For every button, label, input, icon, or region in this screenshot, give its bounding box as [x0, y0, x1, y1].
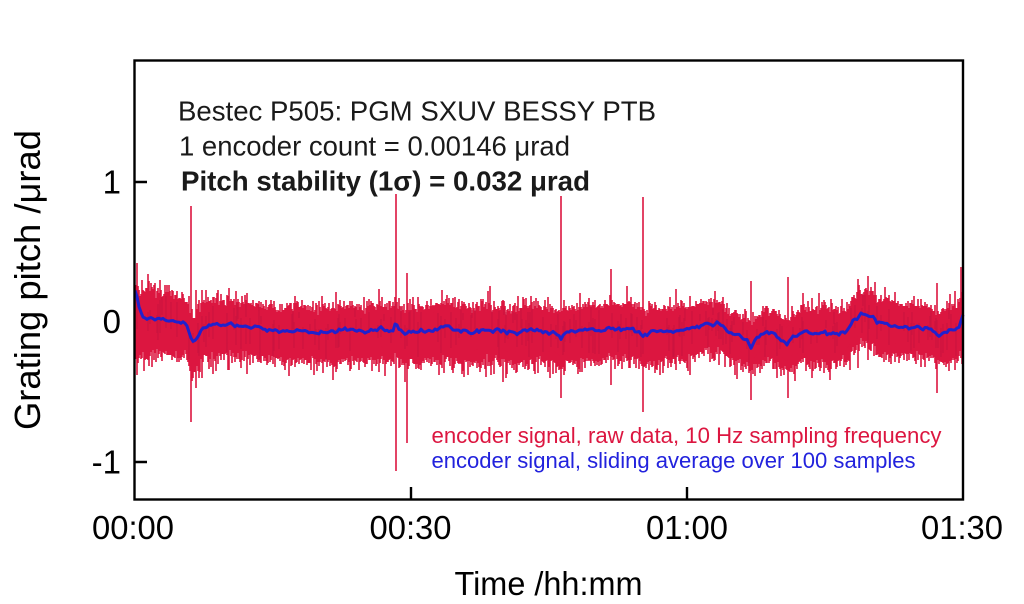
svg-text:-1: -1	[92, 444, 121, 481]
svg-text:1 encoder count = 0.00146 μrad: 1 encoder count = 0.00146 μrad	[179, 131, 570, 162]
svg-text:encoder signal, sliding averag: encoder signal, sliding average over 100…	[432, 448, 916, 473]
svg-text:01:30: 01:30	[921, 509, 1003, 546]
svg-text:Grating pitch /μrad: Grating pitch /μrad	[7, 130, 48, 430]
svg-text:00:00: 00:00	[92, 509, 174, 546]
svg-text:encoder signal, raw data, 10 H: encoder signal, raw data, 10 Hz sampling…	[432, 423, 942, 448]
svg-text:Pitch stability (1σ) = 0.032 μ: Pitch stability (1σ) = 0.032 μrad	[181, 166, 590, 197]
svg-text:Time /hh:mm: Time /hh:mm	[455, 565, 643, 602]
svg-text:0: 0	[103, 303, 121, 340]
svg-text:00:30: 00:30	[370, 509, 452, 546]
svg-text:1: 1	[103, 164, 121, 201]
svg-text:Bestec P505: PGM SXUV BESSY PT: Bestec P505: PGM SXUV BESSY PTB	[178, 96, 656, 127]
svg-text:01:00: 01:00	[646, 509, 728, 546]
